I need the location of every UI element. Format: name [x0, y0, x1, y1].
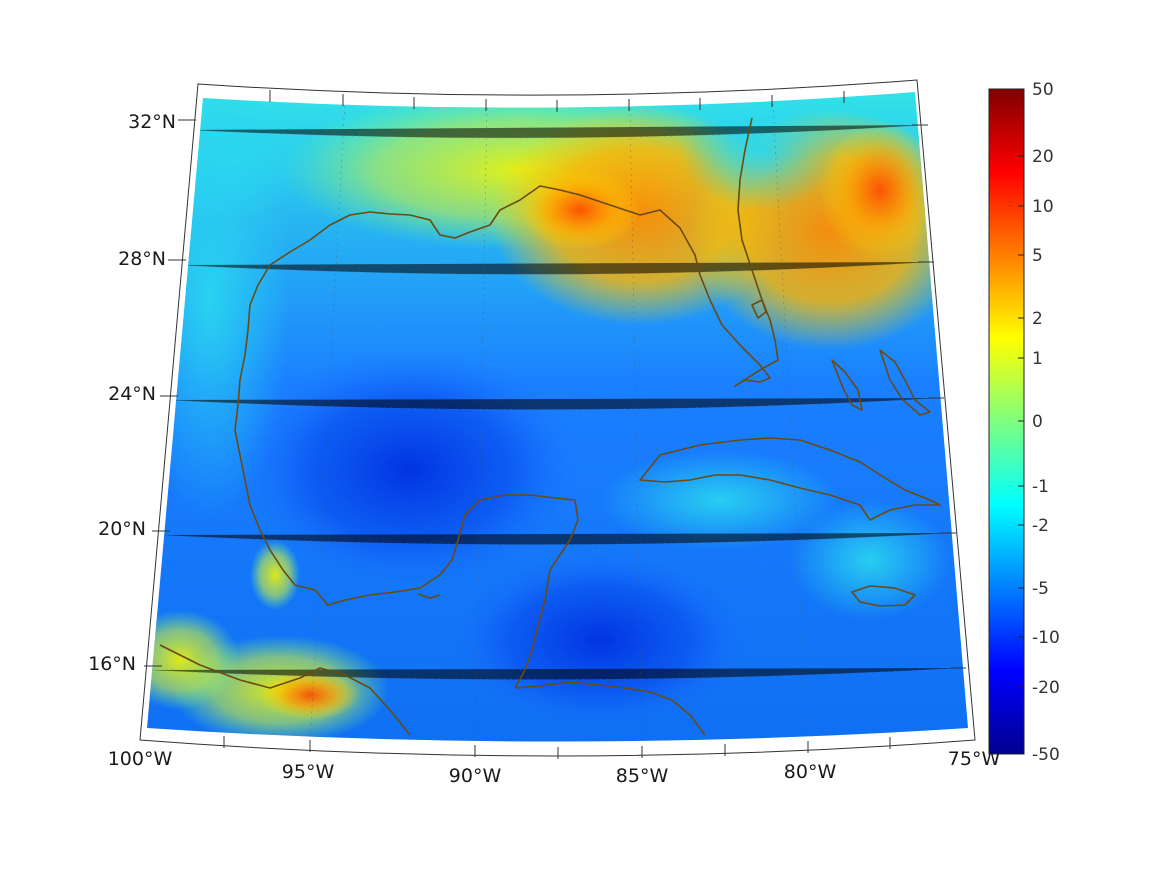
- colorbar-label-1: 1: [1032, 349, 1043, 369]
- colorbar-label-neg1: -1: [1032, 477, 1049, 497]
- graticule: [149, 99, 961, 742]
- lon-label-100w: 100°W: [108, 748, 173, 770]
- frame-ticks: [144, 90, 966, 759]
- lake-okeechobee: [751, 299, 767, 319]
- lon-label-80w: 80°W: [784, 761, 837, 783]
- colorbar-label-10: 10: [1032, 197, 1054, 217]
- lat-label-16n: 16°N: [88, 653, 136, 675]
- colorbar: 50 20 10 5 2 1 0 -1 -2 -5 -10 -20 -50: [988, 80, 1060, 765]
- lon-label-95w: 95°W: [282, 761, 335, 783]
- pacific-coast: [159, 644, 411, 736]
- colorbar-label-20: 20: [1032, 147, 1054, 167]
- coastlines: [159, 117, 941, 736]
- colorbar-label-neg5: -5: [1032, 579, 1049, 599]
- lon-label-85w: 85°W: [616, 765, 669, 787]
- colorbar-label-neg2: -2: [1032, 516, 1049, 536]
- bahamas-coast-2: [879, 349, 931, 416]
- data-field: [147, 92, 968, 742]
- bahamas-coast: [831, 359, 863, 411]
- lat-label-32n: 32°N: [128, 111, 176, 133]
- colorbar-label-neg50: -50: [1032, 745, 1060, 765]
- lon-label-90w: 90°W: [449, 765, 502, 787]
- colorbar-ticks: [1018, 155, 1024, 688]
- cuba-coast: [639, 437, 941, 521]
- yucatan-islands: [417, 593, 441, 599]
- gulf-coast-us-mexico: [579, 117, 779, 387]
- jamaica-coast: [851, 585, 916, 607]
- northern-gulf-coast: [234, 185, 581, 689]
- colorbar-label-neg10: -10: [1032, 628, 1060, 648]
- colorbar-label-neg20: -20: [1032, 678, 1060, 698]
- lat-label-28n: 28°N: [118, 248, 166, 270]
- lat-label-24n: 24°N: [108, 383, 156, 405]
- colorbar-label-2: 2: [1032, 309, 1043, 329]
- lat-label-20n: 20°N: [98, 518, 146, 540]
- lon-label-75w: 75°W: [948, 748, 1001, 770]
- colorbar-label-0: 0: [1032, 412, 1043, 432]
- central-america-coast: [514, 681, 706, 736]
- colorbar-label-50: 50: [1032, 80, 1054, 100]
- colorbar-label-5: 5: [1032, 246, 1043, 266]
